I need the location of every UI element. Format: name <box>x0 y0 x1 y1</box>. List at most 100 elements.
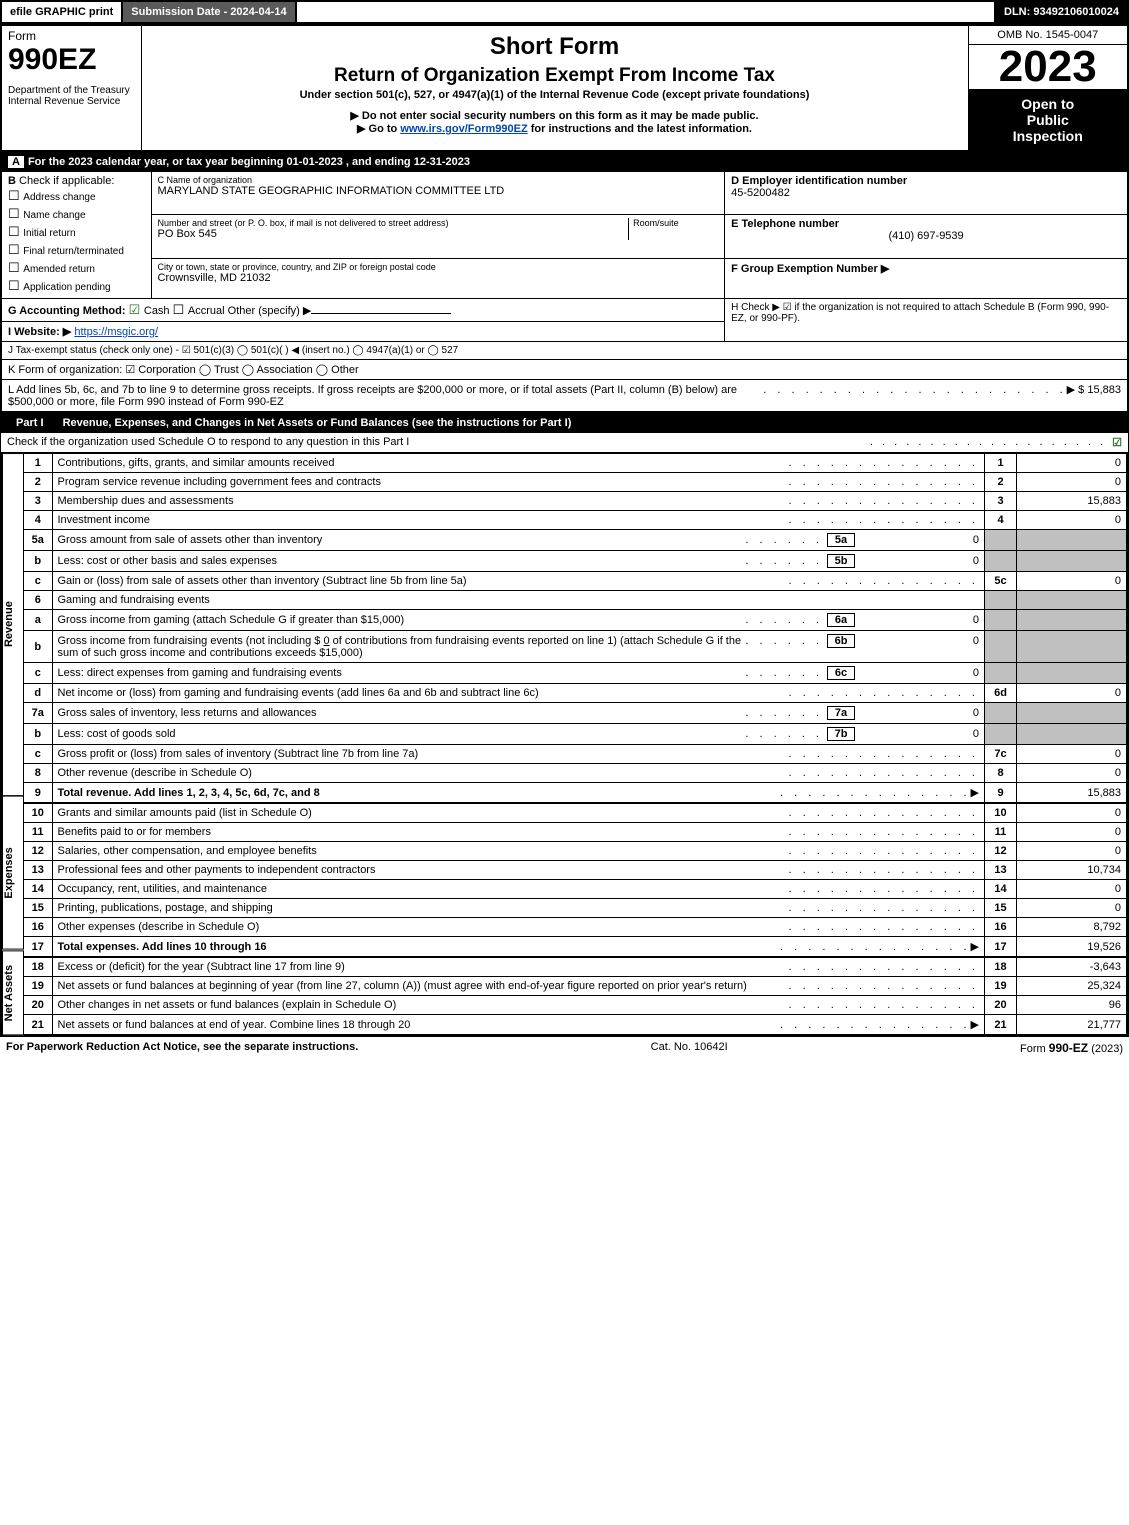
line-desc: Grants and similar amounts paid (list in… <box>52 803 985 823</box>
chk-accrual[interactable]: Accrual <box>173 305 225 317</box>
part1-header: Part I Revenue, Expenses, and Changes in… <box>0 413 1129 433</box>
info-table: AFor the 2023 calendar year, or tax year… <box>0 152 1129 413</box>
section-g: G Accounting Method: Cash Accrual Other … <box>1 299 725 322</box>
footer-left: For Paperwork Reduction Act Notice, see … <box>6 1041 358 1055</box>
line-amt: 21,777 <box>1017 1015 1127 1035</box>
efile-label[interactable]: efile GRAPHIC print <box>2 2 123 22</box>
i-label: I Website: ▶ <box>8 326 71 338</box>
line-col: 7c <box>985 745 1017 764</box>
line-col: 19 <box>985 977 1017 996</box>
line-num: 2 <box>24 473 52 492</box>
line-amt: 0 <box>1017 511 1127 530</box>
line-desc: Gross income from fundraising events (no… <box>52 631 985 663</box>
line-col: 13 <box>985 861 1017 880</box>
open-line3: Inspection <box>975 128 1122 144</box>
line-desc: Program service revenue including govern… <box>52 473 985 492</box>
line-col: 5c <box>985 572 1017 591</box>
line-l1: 1Contributions, gifts, grants, and simil… <box>24 454 1127 473</box>
line-desc: Less: direct expenses from gaming and fu… <box>52 663 985 684</box>
line-l14: 14Occupancy, rent, utilities, and mainte… <box>24 880 1127 899</box>
part1-title: Revenue, Expenses, and Changes in Net As… <box>63 417 572 429</box>
goto-line: ▶ Go to www.irs.gov/Form990EZ for instru… <box>148 122 962 135</box>
g-label: G Accounting Method: <box>8 305 126 317</box>
d-label: D Employer identification number <box>731 175 907 187</box>
line-l7a: 7aGross sales of inventory, less returns… <box>24 703 1127 724</box>
form-id-cell: Form 990EZ Department of the Treasury In… <box>1 25 141 151</box>
line-col: 9 <box>985 783 1017 804</box>
part1-dots: . . . . . . . . . . . . . . . . . . . . <box>870 436 1106 449</box>
line-desc: Less: cost of goods sold. . . . . .7b0 <box>52 724 985 745</box>
line-l9: 9Total revenue. Add lines 1, 2, 3, 4, 5c… <box>24 783 1127 804</box>
line-num: 7a <box>24 703 52 724</box>
line-col <box>985 551 1017 572</box>
chk-cash[interactable]: Cash <box>129 305 170 317</box>
open-inspection-box: Open to Public Inspection <box>969 90 1128 150</box>
l-amount: ▶ $ 15,883 <box>1067 383 1121 396</box>
section-d: D Employer identification number 45-5200… <box>725 172 1128 215</box>
room-label: Room/suite <box>628 218 718 240</box>
line-col <box>985 724 1017 745</box>
line-amt <box>1017 530 1127 551</box>
line-l6a: aGross income from gaming (attach Schedu… <box>24 610 1127 631</box>
form-header-table: Form 990EZ Department of the Treasury In… <box>0 24 1129 152</box>
goto-post: for instructions and the latest informat… <box>528 123 752 135</box>
chk-final-return[interactable]: Final return/terminated <box>8 241 145 259</box>
line-desc: Printing, publications, postage, and shi… <box>52 899 985 918</box>
ein: 45-5200482 <box>731 187 790 199</box>
line-amt <box>1017 724 1127 745</box>
line-col: 18 <box>985 957 1017 977</box>
line-amt: 0 <box>1017 880 1127 899</box>
line-col: 11 <box>985 823 1017 842</box>
chk-pending[interactable]: Application pending <box>8 277 145 295</box>
line-l17: 17Total expenses. Add lines 10 through 1… <box>24 937 1127 958</box>
line-desc: Gross sales of inventory, less returns a… <box>52 703 985 724</box>
line-num: 20 <box>24 996 52 1015</box>
line-desc: Net assets or fund balances at beginning… <box>52 977 985 996</box>
line-amt: 10,734 <box>1017 861 1127 880</box>
line-col: 20 <box>985 996 1017 1015</box>
line-l18: 18Excess or (deficit) for the year (Subt… <box>24 957 1127 977</box>
line-desc: Membership dues and assessments. . . . .… <box>52 492 985 511</box>
line-a: AFor the 2023 calendar year, or tax year… <box>1 153 1128 172</box>
line-desc: Other revenue (describe in Schedule O). … <box>52 764 985 783</box>
header-bar: efile GRAPHIC print Submission Date - 20… <box>0 0 1129 24</box>
line-amt: 19,526 <box>1017 937 1127 958</box>
line-col: 6d <box>985 684 1017 703</box>
line-l7c: cGross profit or (loss) from sales of in… <box>24 745 1127 764</box>
line-num: 10 <box>24 803 52 823</box>
line-amt: 15,883 <box>1017 783 1127 804</box>
chk-name-change[interactable]: Name change <box>8 205 145 223</box>
line-l4: 4Investment income. . . . . . . . . . . … <box>24 511 1127 530</box>
line-num: 5a <box>24 530 52 551</box>
line-l7b: bLess: cost of goods sold. . . . . .7b0 <box>24 724 1127 745</box>
footer-right: Form 990-EZ (2023) <box>1020 1041 1123 1055</box>
section-b: B Check if applicable: Address change Na… <box>1 172 151 299</box>
lines-table: 1Contributions, gifts, grants, and simil… <box>24 453 1127 1035</box>
line-col: 12 <box>985 842 1017 861</box>
chk-amended[interactable]: Amended return <box>8 259 145 277</box>
line-l20: 20Other changes in net assets or fund ba… <box>24 996 1127 1015</box>
website-link[interactable]: https://msgic.org/ <box>74 326 158 338</box>
line-l13: 13Professional fees and other payments t… <box>24 861 1127 880</box>
line-num: 21 <box>24 1015 52 1035</box>
line-amt: 0 <box>1017 823 1127 842</box>
part1-sub: Check if the organization used Schedule … <box>0 433 1129 453</box>
line-amt: 0 <box>1017 684 1127 703</box>
line-desc: Other changes in net assets or fund bala… <box>52 996 985 1015</box>
c-name-label: C Name of organization <box>158 175 719 185</box>
line-l6c: cLess: direct expenses from gaming and f… <box>24 663 1127 684</box>
line-col <box>985 591 1017 610</box>
line-amt <box>1017 551 1127 572</box>
part1-checkbox[interactable]: ☑ <box>1112 436 1122 449</box>
line-col: 10 <box>985 803 1017 823</box>
section-labels: Revenue Expenses Net Assets <box>2 453 24 1035</box>
chk-initial-return[interactable]: Initial return <box>8 223 145 241</box>
addr-label: Number and street (or P. O. box, if mail… <box>158 218 629 228</box>
line-amt <box>1017 703 1127 724</box>
chk-address-change[interactable]: Address change <box>8 187 145 205</box>
ssn-warning: ▶ Do not enter social security numbers o… <box>148 109 962 122</box>
irs-link[interactable]: www.irs.gov/Form990EZ <box>400 123 527 135</box>
e-label: E Telephone number <box>731 218 839 230</box>
line-l11: 11Benefits paid to or for members. . . .… <box>24 823 1127 842</box>
line-desc: Gain or (loss) from sale of assets other… <box>52 572 985 591</box>
